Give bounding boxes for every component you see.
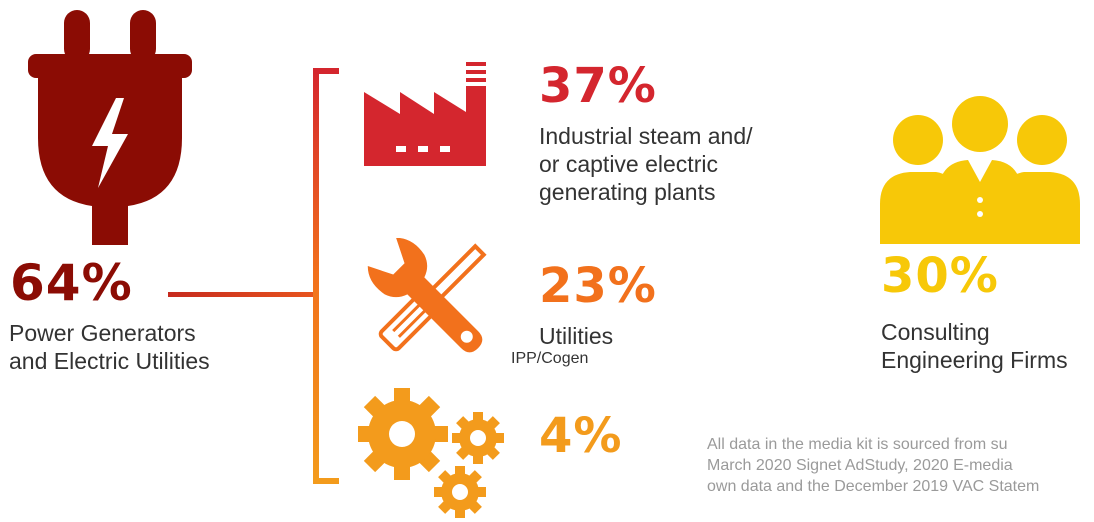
consulting-percentage: 30% [881, 248, 999, 304]
power-percentage: 64% [10, 254, 133, 312]
utilities-label: Utilities [539, 323, 614, 349]
other-percentage: 4% [539, 408, 623, 464]
source-footnote-line1: All data in the media kit is sourced fro… [707, 436, 1008, 453]
utilities-percentage: 23% [539, 258, 657, 314]
wrench-screwdriver-icon [367, 238, 487, 353]
source-footnote-line3: own data and the December 2019 VAC State… [707, 478, 1040, 495]
power-label: Power Generators and Electric Utilities [9, 319, 210, 375]
factory-icon [364, 62, 486, 166]
industrial-label-line1: Industrial steam and/ [539, 123, 753, 149]
consulting-label-line2: Engineering Firms [881, 347, 1068, 373]
source-footnote: All data in the media kit is sourced fro… [707, 434, 1094, 497]
gears-icon [358, 388, 504, 518]
industrial-label: Industrial steam and/ or captive electri… [539, 122, 753, 206]
utilities-sublabel: IPP/Cogen [511, 350, 589, 367]
industrial-percentage: 37% [539, 58, 657, 114]
power-plug-icon [28, 10, 192, 245]
power-label-line1: Power Generators [9, 320, 196, 346]
industrial-label-line3: generating plants [539, 179, 716, 205]
consulting-label-line1: Consulting [881, 319, 990, 345]
power-label-line2: and Electric Utilities [9, 348, 210, 374]
industrial-label-line2: or captive electric [539, 151, 718, 177]
source-footnote-line2: March 2020 Signet AdStudy, 2020 E-media [707, 457, 1013, 474]
connector-bracket [168, 68, 339, 484]
people-group-icon [880, 96, 1080, 244]
consulting-label: Consulting Engineering Firms [881, 318, 1068, 374]
